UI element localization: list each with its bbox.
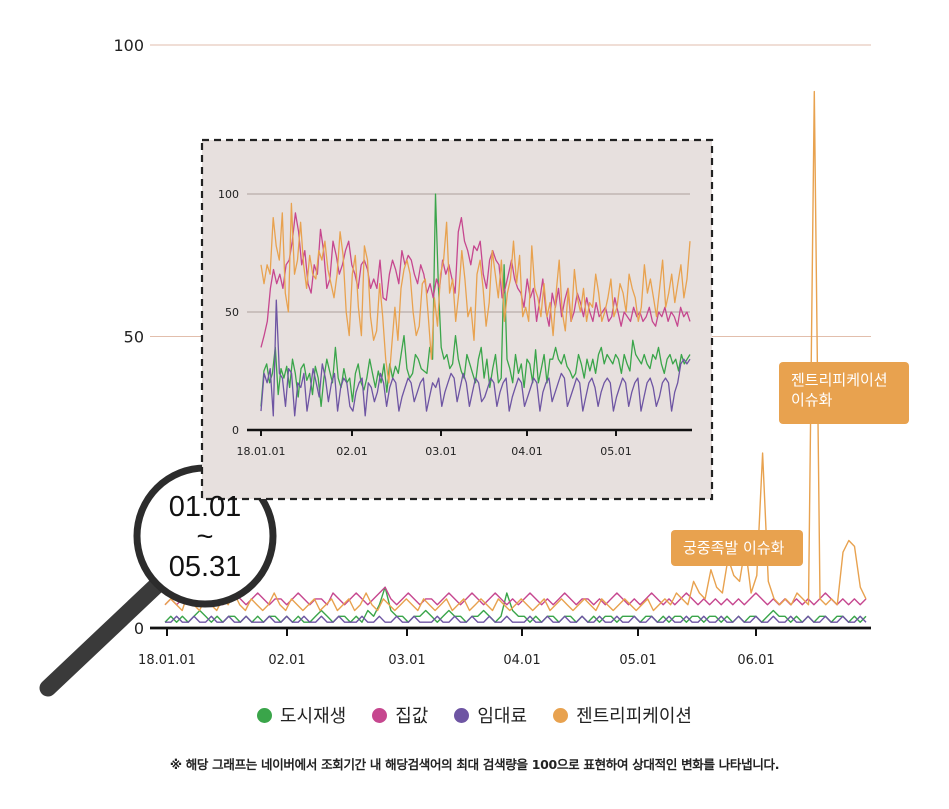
gentrification-callout-line2: 이슈화 [791,391,833,409]
y-tick-label: 50 [225,306,239,319]
x-tick-label: 05.01 [600,445,632,458]
x-tick-label: 03.01 [388,653,425,668]
x-tick-label: 06.01 [737,653,774,668]
magnifier-date-range: 01.01 ~ 05.31 [142,492,268,582]
legend-item-rent: 임대료 [454,702,527,728]
series-line-3 [164,90,867,612]
series-line-1 [260,212,691,348]
x-tick-label: 02.01 [336,445,368,458]
x-tick-label: 18.01.01 [237,445,286,458]
legend-dot-icon [372,707,388,723]
legend-dot-icon [553,707,569,723]
legend-item-house-price: 집값 [372,702,428,728]
legend-label: 집값 [395,706,429,727]
legend-label: 임대료 [477,706,528,727]
series-line-2 [165,615,867,623]
y-tick-label: 100 [113,36,144,55]
inset-chart: 0 50 100 18.01.01 02.01 03.01 04.01 05.01 [200,138,714,501]
magnifier-tilde: ~ [196,521,214,553]
x-tick-label: 18.01.01 [138,653,196,668]
gentrification-callout-line1: 젠트리피케이션 [791,371,888,389]
legend-dot-icon [257,707,272,723]
x-tick-label: 04.01 [511,445,543,458]
y-tick-label: 100 [218,188,239,201]
x-tick-label: 04.01 [503,653,540,668]
x-tick-label: 02.01 [268,653,305,668]
palace-callout: 궁중족발 이슈화 [671,530,803,566]
legend-label: 도시재생 [280,706,347,727]
y-tick-label: 50 [124,328,144,347]
gentrification-callout: 젠트리피케이션 이슈화 [779,362,909,424]
legend-dot-icon [454,707,470,723]
main-chart: 0 50 100 18.01.01 02.01 03.01 04.01 05.01 06.01 [113,36,871,668]
series-line-2 [260,299,691,417]
x-tick-label: 03.01 [425,445,457,458]
magnifier-start-date: 01.01 [168,491,242,523]
series-line-0 [260,193,691,408]
footnote: ※ 해당 그래프는 네이버에서 조회기간 내 해당검색어의 최대 검색량을 10… [169,757,780,772]
legend: 도시재생 집값 임대료 젠트리피케이션 [0,702,949,728]
series-line-3 [260,202,691,384]
palace-callout-label: 궁중족발 이슈화 [683,539,785,557]
magnifier-handle [39,576,166,697]
inset-frame [200,138,714,501]
legend-item-urban-regeneration: 도시재생 [257,702,346,728]
x-tick-label: 05.01 [619,653,656,668]
legend-label: 젠트리피케이션 [576,706,692,727]
y-tick-label: 0 [232,424,239,437]
magnifier-end-date: 05.31 [168,551,242,583]
series-line-1 [164,586,867,606]
y-tick-label: 0 [134,619,144,638]
legend-item-gentrification: 젠트리피케이션 [553,702,692,728]
